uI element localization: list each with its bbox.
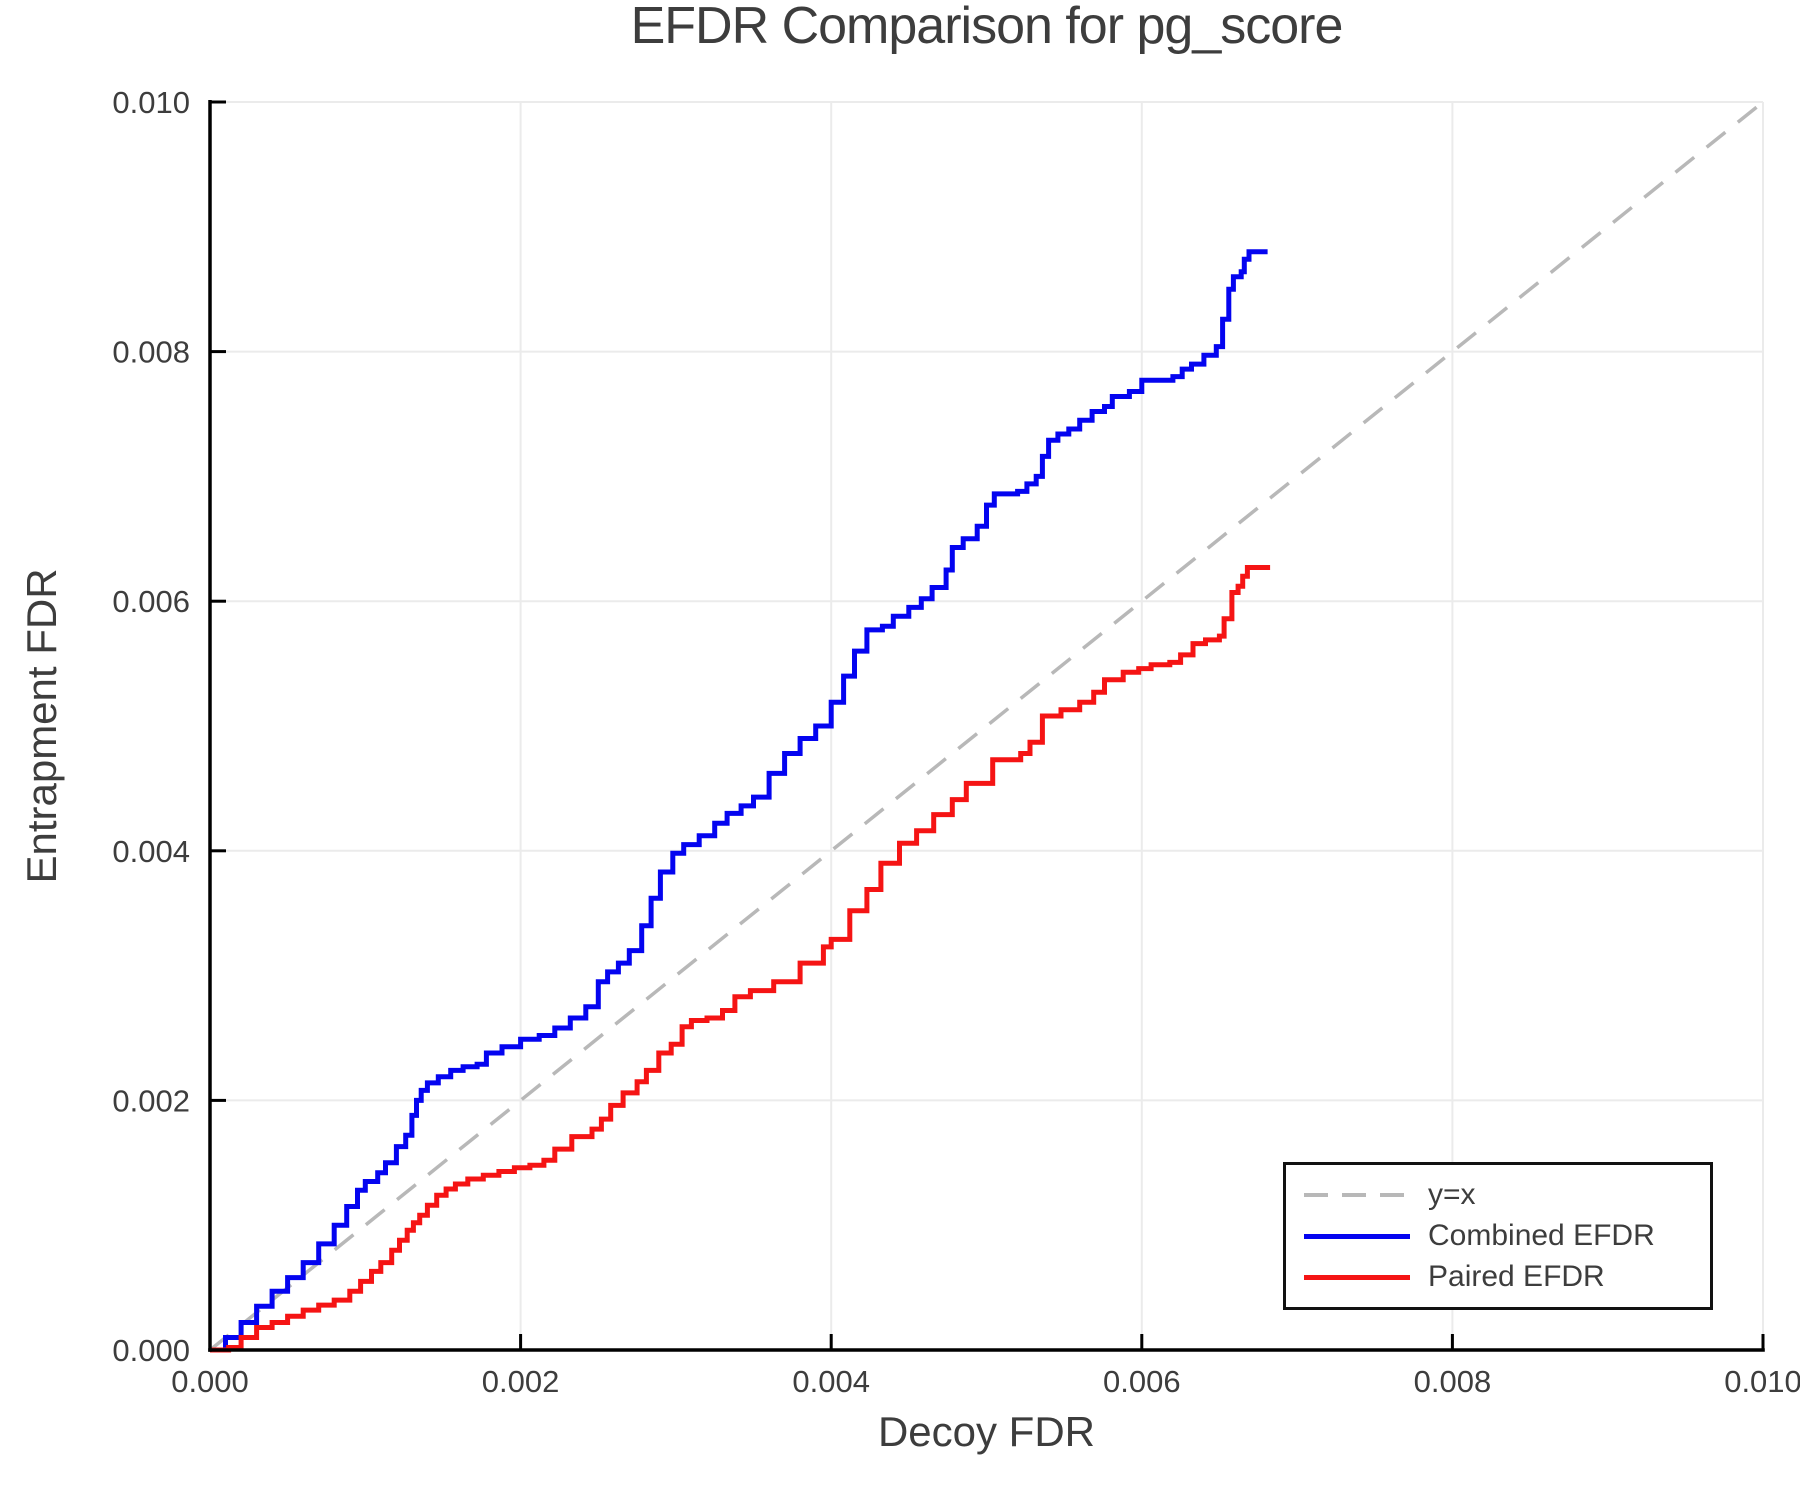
- legend-label-combined-efdr: Combined EFDR: [1428, 1219, 1655, 1252]
- identity-line-swatch: [1304, 1193, 1410, 1197]
- x-tick-label: 0.008: [1414, 1364, 1492, 1399]
- x-tick-label: 0.006: [1103, 1364, 1181, 1399]
- combined-efdr-line-swatch: [1304, 1233, 1410, 1239]
- x-tick-label: 0.000: [171, 1364, 249, 1399]
- y-tick-label: 0.004: [112, 834, 190, 869]
- y-tick-label: 0.000: [112, 1333, 190, 1368]
- paired-efdr-line-swatch: [1304, 1274, 1410, 1280]
- series-line-y-x: [208, 100, 1765, 1352]
- x-axis-label: Decoy FDR: [877, 1408, 1096, 1455]
- chart-title: EFDR Comparison for pg_score: [630, 0, 1344, 55]
- y-tick-label: 0.008: [112, 335, 190, 370]
- legend-item-identity: y=x: [1304, 1178, 1710, 1212]
- legend-label-paired-efdr: Paired EFDR: [1428, 1260, 1605, 1293]
- y-tick-label: 0.002: [112, 1083, 190, 1118]
- y-tick-label: 0.006: [112, 584, 190, 619]
- legend-label-identity: y=x: [1428, 1178, 1476, 1211]
- x-tick-label: 0.004: [792, 1364, 870, 1399]
- legend-box: y=x Combined EFDR Paired EFDR: [1283, 1162, 1713, 1310]
- x-tick-label: 0.002: [482, 1364, 560, 1399]
- x-tick-label: 0.010: [1724, 1364, 1800, 1399]
- legend-item-combined-efdr: Combined EFDR: [1304, 1219, 1710, 1253]
- legend-item-paired-efdr: Paired EFDR: [1304, 1260, 1710, 1294]
- y-axis-label: Entrapment FDR: [18, 568, 65, 884]
- y-tick-label: 0.010: [112, 85, 190, 120]
- series-line-paired-efdr: [210, 565, 1271, 1353]
- series-line-combined-efdr: [210, 249, 1268, 1353]
